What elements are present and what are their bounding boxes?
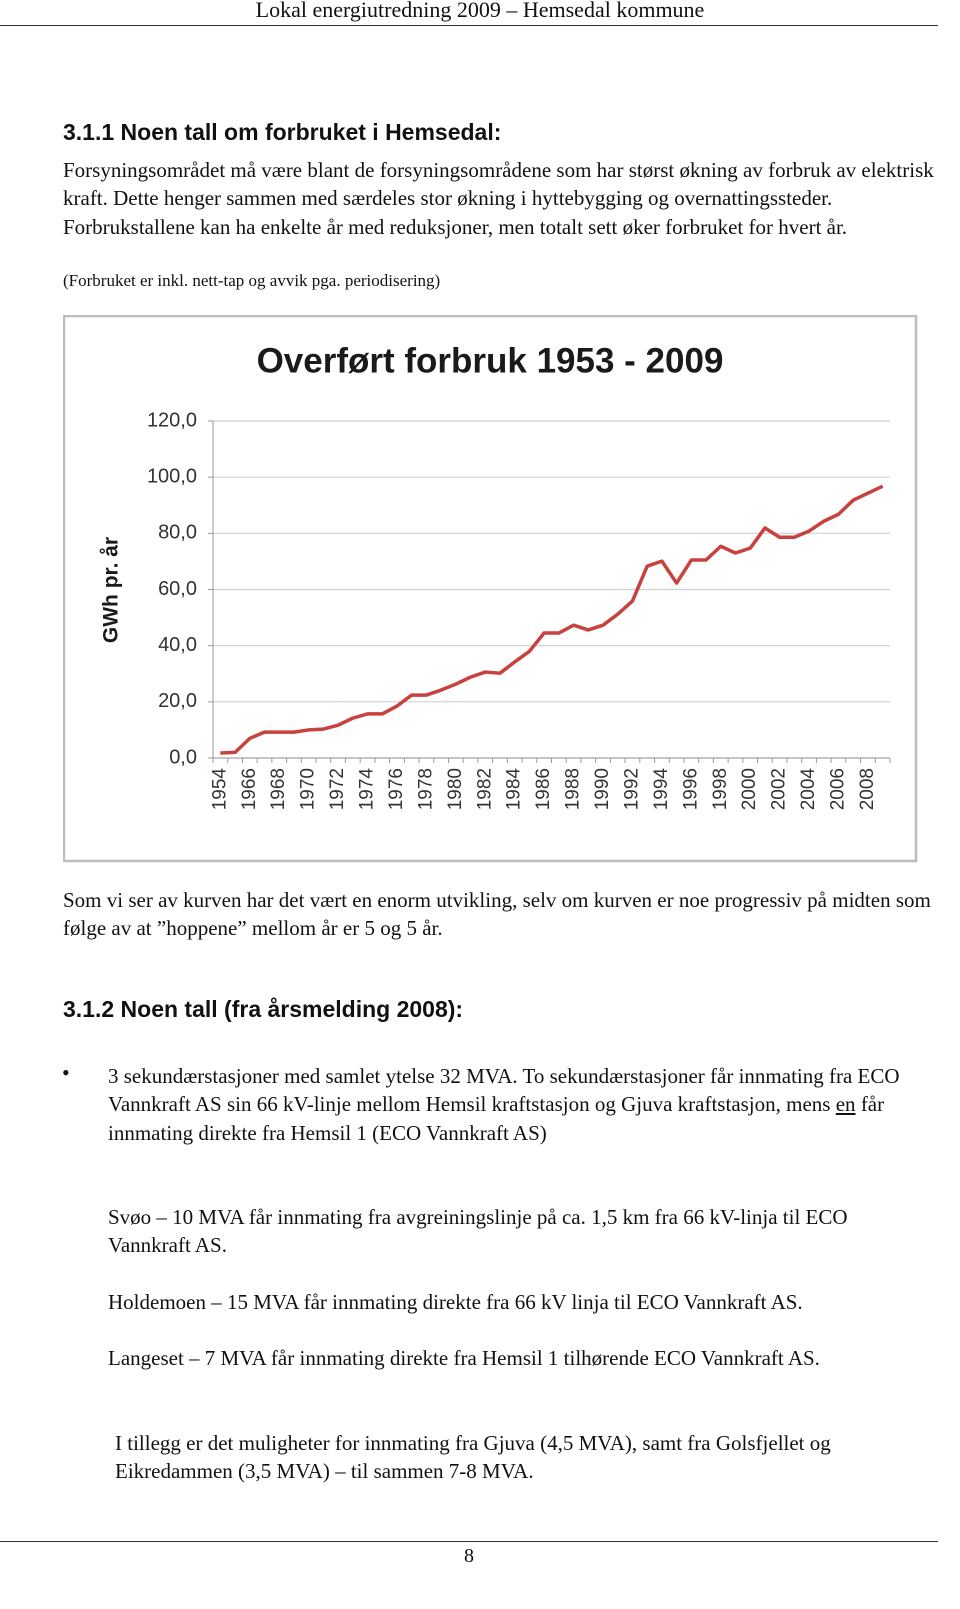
paragraph: I tillegg er det muligheter for innmatin…	[115, 1431, 831, 1484]
x-tick-label: 1994	[651, 768, 672, 811]
x-tick-label: 1974	[357, 768, 378, 811]
data-line	[220, 484, 884, 755]
x-tick-label: 1976	[386, 768, 407, 810]
paragraph: Langeset – 7 MVA får innmating direkte f…	[108, 1346, 820, 1370]
y-tick-label: 40,0	[158, 634, 197, 656]
y-tick-label: 0,0	[169, 746, 197, 768]
x-tick-label: 1992	[621, 768, 642, 810]
y-axis-label: GWh pr. år	[100, 537, 123, 643]
x-tick-label: 1986	[533, 768, 554, 810]
header-rule	[0, 25, 938, 26]
x-tick-label: 1982	[474, 768, 495, 810]
x-tick-label: 2002	[769, 768, 790, 810]
chart-frame	[63, 315, 918, 863]
y-tick-label: 120,0	[147, 409, 197, 431]
bullet-item: 3 sekundærstasjoner med samlet ytelse 32…	[108, 1062, 908, 1147]
x-tick-label: 2006	[828, 768, 849, 810]
x-tick-label: 1988	[563, 768, 584, 810]
paragraph: Holdemoen – 15 MVA får innmating direkte…	[108, 1290, 803, 1314]
x-tick-label: 1978	[415, 768, 436, 810]
paragraph: Svøo – 10 MVA får innmating fra avgreini…	[108, 1205, 848, 1258]
paragraph: Forsyningsområdet må være blant de forsy…	[63, 158, 934, 239]
section-heading: 3.1.1 Noen tall om forbruket i Hemsedal:	[63, 119, 502, 145]
footer-rule	[0, 1541, 938, 1542]
x-tick-label: 1968	[268, 768, 289, 810]
bullet-marker: •	[62, 1060, 70, 1085]
running-header: Lokal energiutredning 2009 – Hemsedal ko…	[255, 0, 705, 22]
underlined-text: en	[835, 1092, 856, 1117]
x-tick-label: 1996	[680, 768, 701, 810]
text: 3 sekundærstasjoner med samlet ytelse 32…	[108, 1064, 900, 1117]
x-tick-label: 1966	[239, 768, 260, 810]
chart-title: Overført forbruk 1953 - 2009	[257, 341, 724, 380]
x-tick-label: 1954	[209, 768, 230, 811]
x-tick-label: 1984	[504, 768, 525, 811]
page-number: 8	[464, 1545, 474, 1567]
y-tick-label: 60,0	[158, 578, 197, 600]
x-tick-label: 1990	[592, 768, 613, 810]
section-heading: 3.1.2 Noen tall (fra årsmelding 2008):	[63, 996, 464, 1022]
note: (Forbruket er inkl. nett-tap og avvik pg…	[63, 271, 441, 290]
y-tick-label: 100,0	[147, 465, 197, 487]
text: får innmating direkte fra Hemsil 1 (ECO …	[108, 1092, 885, 1145]
x-tick-label: 2004	[798, 768, 819, 811]
x-tick-label: 1980	[445, 768, 466, 810]
x-tick-label: 2000	[739, 768, 760, 810]
x-tick-label: 1998	[710, 768, 731, 810]
paragraph: Som vi ser av kurven har det vært en eno…	[63, 888, 931, 941]
x-tick-label: 1970	[298, 768, 319, 810]
x-tick-label: 1972	[327, 768, 348, 810]
y-tick-label: 20,0	[158, 690, 197, 712]
x-tick-label: 2008	[857, 768, 878, 810]
y-tick-label: 80,0	[158, 522, 197, 544]
chart: Overført forbruk 1953 - 2009 GWh pr. år …	[63, 315, 918, 863]
